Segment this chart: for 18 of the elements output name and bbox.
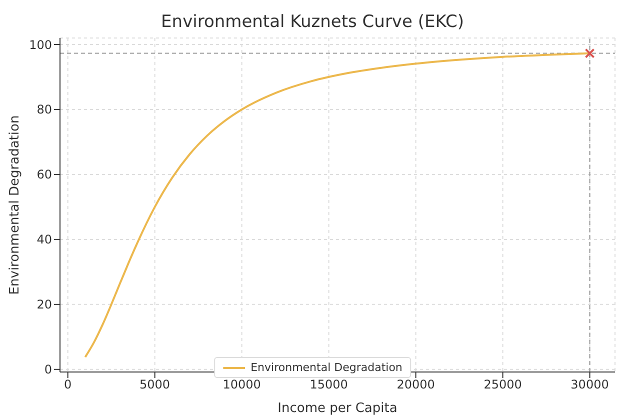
y-tick-label: 0 (44, 362, 52, 377)
y-tick-label: 20 (36, 298, 52, 312)
x-tick-label: 10000 (222, 378, 261, 392)
x-tick-label: 30000 (570, 378, 609, 392)
x-tick-label: 5000 (140, 378, 170, 392)
y-tick-label: 80 (36, 102, 52, 117)
line-series (84, 52, 591, 358)
x-tick-label: 0 (64, 378, 72, 392)
y-tick-label: 100 (29, 38, 52, 52)
x-axis-title: Income per Capita (278, 401, 398, 416)
legend-label: Environmental Degradation (250, 361, 402, 374)
x-tick-label: 15000 (310, 378, 348, 392)
y-tick-label: 40 (36, 232, 52, 247)
x-tick-label: 20000 (396, 378, 435, 392)
y-tick-label: 60 (36, 168, 52, 182)
x-tick-label: 25000 (484, 378, 522, 392)
chart-title: Environmental Kuznets Curve (EKC) (160, 12, 465, 32)
y-axis-title: Environmental Degradation (8, 115, 23, 295)
